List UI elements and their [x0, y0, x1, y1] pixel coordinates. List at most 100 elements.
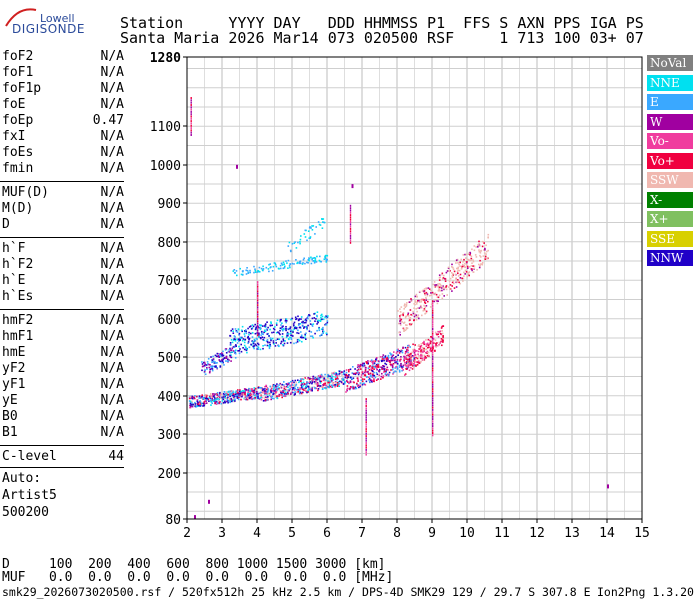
echo-point — [414, 295, 417, 298]
echo-point — [405, 328, 408, 330]
echo-point — [432, 381, 434, 384]
echo-point — [334, 381, 337, 384]
echo-point — [405, 324, 407, 326]
echo-point — [376, 357, 378, 359]
echo-point — [331, 377, 334, 380]
auto-version: 500200 — [2, 505, 49, 520]
echo-point — [445, 285, 448, 287]
echo-point — [430, 340, 432, 343]
echo-point — [238, 394, 240, 397]
echo-point — [438, 289, 440, 292]
param-row-b1: B1 N/A — [2, 425, 124, 441]
echo-point — [435, 346, 437, 348]
echo-point — [441, 297, 444, 300]
echo-point — [356, 372, 358, 374]
echo-point — [396, 359, 399, 361]
echo-point — [226, 398, 229, 401]
echo-point — [217, 355, 220, 358]
echo-point — [264, 323, 267, 325]
echo-point — [331, 384, 333, 387]
echo-point — [416, 357, 419, 360]
echo-point — [228, 359, 230, 361]
echo-point — [208, 499, 210, 504]
echo-point — [257, 304, 259, 307]
echo-point — [285, 336, 288, 339]
echo-point — [233, 269, 236, 271]
echo-point — [329, 375, 331, 378]
echo-point — [420, 357, 422, 360]
echo-point — [300, 379, 302, 381]
echo-point — [235, 392, 237, 395]
echo-point — [359, 365, 362, 367]
echo-point — [310, 227, 312, 229]
echo-point — [418, 317, 420, 320]
echo-point — [363, 374, 366, 376]
echo-point — [312, 337, 314, 339]
echo-point — [345, 391, 347, 393]
echo-point — [257, 326, 260, 328]
echo-point — [294, 383, 296, 386]
echo-point — [290, 318, 292, 321]
echo-point — [253, 271, 255, 274]
echo-point — [209, 399, 212, 402]
echo-point — [264, 391, 266, 393]
echo-point — [211, 402, 213, 404]
muf-row: MUF 0.0 0.0 0.0 0.0 0.0 0.0 0.0 0.0 [MHz… — [2, 570, 394, 585]
echo-point — [209, 397, 212, 399]
echo-point — [459, 282, 461, 285]
echo-point — [414, 303, 416, 306]
echo-point — [411, 351, 413, 354]
echo-point — [480, 256, 482, 258]
echo-point — [284, 393, 286, 395]
echo-point — [467, 267, 469, 269]
echo-point — [455, 262, 457, 264]
echo-point — [478, 245, 481, 247]
echo-point — [382, 354, 385, 356]
echo-point — [373, 380, 375, 382]
echo-point — [311, 225, 313, 227]
echo-point — [380, 378, 382, 380]
echo-point — [349, 218, 352, 221]
echo-point — [281, 394, 283, 396]
echo-point — [304, 387, 307, 390]
echo-point — [246, 267, 248, 269]
echo-point — [330, 379, 332, 381]
echo-point — [463, 258, 465, 261]
param-name: yE — [2, 393, 18, 408]
echo-point — [343, 382, 346, 385]
echo-point — [299, 241, 301, 243]
echo-point — [250, 343, 252, 346]
echo-point — [471, 248, 473, 251]
echo-point — [398, 359, 401, 361]
echo-point — [296, 332, 298, 334]
legend-item-ssw: SSW — [647, 172, 693, 188]
echo-point — [408, 360, 411, 363]
echo-point — [199, 395, 202, 397]
echo-point — [365, 437, 367, 440]
echo-point — [263, 336, 266, 339]
y-tick-label: 700 — [158, 274, 181, 289]
echo-point — [216, 402, 219, 405]
echo-point — [232, 270, 235, 272]
echo-point — [361, 371, 364, 374]
echo-point — [189, 400, 192, 403]
echo-point — [381, 358, 384, 360]
echo-point — [204, 399, 207, 401]
echo-point — [289, 330, 292, 333]
echo-point — [462, 261, 464, 263]
echo-point — [300, 235, 302, 237]
echo-point — [261, 269, 264, 271]
echo-point — [358, 386, 360, 389]
echo-point — [410, 355, 412, 357]
echo-point — [279, 264, 282, 267]
echo-point — [270, 266, 272, 268]
echo-point — [440, 287, 443, 289]
echo-point — [205, 402, 208, 404]
echo-point — [306, 261, 308, 264]
echo-point — [283, 328, 285, 331]
echo-point — [266, 344, 269, 347]
echo-point — [251, 397, 253, 400]
echo-point — [376, 365, 378, 368]
echo-point — [432, 418, 434, 421]
echo-point — [468, 274, 470, 277]
